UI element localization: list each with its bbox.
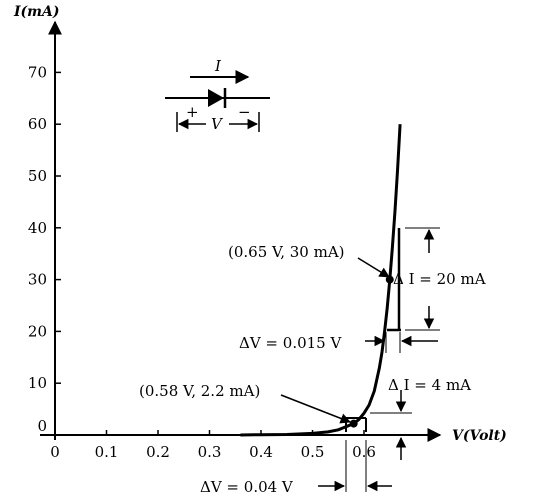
operating-point-marker (349, 419, 358, 428)
y-tick-label: 10 (28, 374, 47, 392)
tick-group: 0 0.1 0.2 0.3 0.4 0.5 0.6 0 10 20 30 40 50 60 70 (28, 63, 376, 461)
point-group: (0.58 V, 2.2 mA) (0.65 V, 30 mA) (139, 243, 394, 428)
x-tick-label: 0 (50, 443, 60, 461)
diode-plus-label: + (186, 103, 199, 121)
upper-delta-annotation: Δ I = 20 mA ΔV = 0.015 V (239, 227, 486, 353)
diode-current-label: I (214, 57, 222, 75)
diode-minus-label: − (238, 103, 251, 121)
x-tick-label: 0.6 (352, 443, 376, 461)
lower-delta-v-label: ΔV = 0.04 V (200, 478, 294, 496)
x-tick-label: 0.3 (198, 443, 222, 461)
diode-triangle-icon (208, 89, 224, 107)
x-tick-label: 0.4 (249, 443, 273, 461)
y-tick-label: 30 (28, 271, 47, 289)
upper-delta-v-label: ΔV = 0.015 V (239, 334, 342, 352)
upper-delta-i-label: Δ I = 20 mA (393, 270, 486, 288)
operating-point-label: (0.65 V, 30 mA) (228, 243, 345, 261)
lower-delta-annotation: Δ I = 4 mA ΔV = 0.04 V (200, 376, 471, 496)
y-tick-label: 50 (28, 167, 47, 185)
operating-point-label: (0.58 V, 2.2 mA) (139, 382, 260, 400)
y-tick-label: 60 (28, 115, 47, 133)
iv-curve-line (240, 124, 402, 437)
y-tick-label: 0 (37, 417, 47, 435)
x-tick-label: 0.2 (146, 443, 170, 461)
diode-voltage-label: V (211, 115, 224, 133)
y-tick-label: 70 (28, 63, 47, 81)
y-tick-label: 40 (28, 219, 47, 237)
x-tick-label: 0.1 (95, 443, 119, 461)
y-tick-label: 20 (28, 322, 47, 340)
lower-point-callout-arrow (280, 394, 351, 424)
lower-delta-i-label: Δ I = 4 mA (388, 376, 471, 394)
x-tick-label: 0.5 (301, 443, 325, 461)
upper-point-callout-arrow (357, 257, 390, 278)
x-axis-title: V(Volt) (452, 428, 507, 444)
y-axis-title: I(mA) (13, 4, 59, 20)
operating-point-marker (385, 275, 394, 284)
diode-symbol: I + − V (165, 57, 270, 133)
